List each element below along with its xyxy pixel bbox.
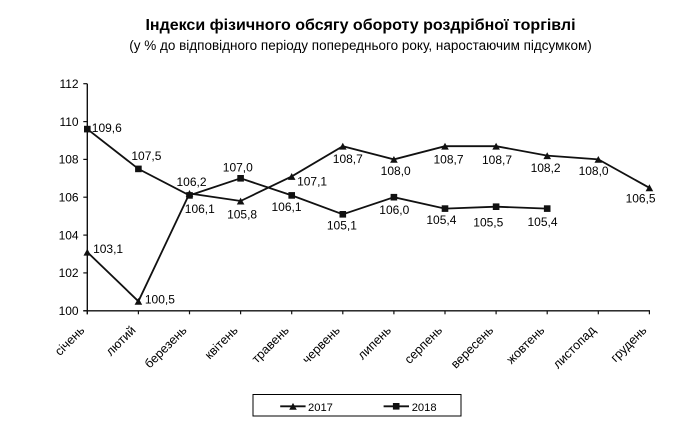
svg-text:106,5: 106,5 bbox=[626, 192, 656, 206]
svg-text:106: 106 bbox=[59, 191, 79, 205]
svg-text:105,4: 105,4 bbox=[426, 213, 456, 227]
svg-text:108,7: 108,7 bbox=[333, 152, 363, 166]
svg-text:108,0: 108,0 bbox=[579, 164, 609, 178]
svg-text:(у % до відповідного періоду п: (у % до відповідного періоду попередньог… bbox=[129, 38, 592, 53]
svg-text:105,8: 105,8 bbox=[227, 208, 257, 222]
svg-text:103,1: 103,1 bbox=[93, 242, 123, 256]
svg-text:Індекси фізичного обсягу оборо: Індекси фізичного обсягу обороту роздріб… bbox=[145, 17, 575, 34]
svg-text:2018: 2018 bbox=[412, 402, 437, 414]
svg-text:100: 100 bbox=[59, 304, 79, 318]
svg-text:108,2: 108,2 bbox=[531, 161, 561, 175]
svg-text:106,0: 106,0 bbox=[379, 203, 409, 217]
svg-text:108,0: 108,0 bbox=[381, 164, 411, 178]
svg-text:108,7: 108,7 bbox=[433, 153, 463, 167]
svg-text:105,1: 105,1 bbox=[327, 218, 357, 232]
svg-text:105,5: 105,5 bbox=[473, 216, 503, 230]
svg-text:108: 108 bbox=[59, 153, 79, 167]
svg-text:106,1: 106,1 bbox=[185, 202, 215, 216]
svg-text:106,2: 106,2 bbox=[176, 175, 206, 189]
svg-text:100,5: 100,5 bbox=[145, 293, 175, 307]
svg-text:107,5: 107,5 bbox=[131, 149, 161, 163]
svg-text:107,1: 107,1 bbox=[297, 175, 327, 189]
svg-text:104: 104 bbox=[59, 228, 79, 242]
svg-text:109,6: 109,6 bbox=[92, 121, 122, 135]
svg-text:105,4: 105,4 bbox=[527, 215, 557, 229]
svg-text:102: 102 bbox=[59, 266, 79, 280]
svg-text:2017: 2017 bbox=[308, 402, 333, 414]
svg-text:106,1: 106,1 bbox=[271, 200, 301, 214]
svg-text:110: 110 bbox=[59, 115, 78, 129]
svg-text:112: 112 bbox=[59, 77, 78, 91]
svg-text:107,0: 107,0 bbox=[223, 160, 253, 174]
svg-text:108,7: 108,7 bbox=[482, 153, 512, 167]
